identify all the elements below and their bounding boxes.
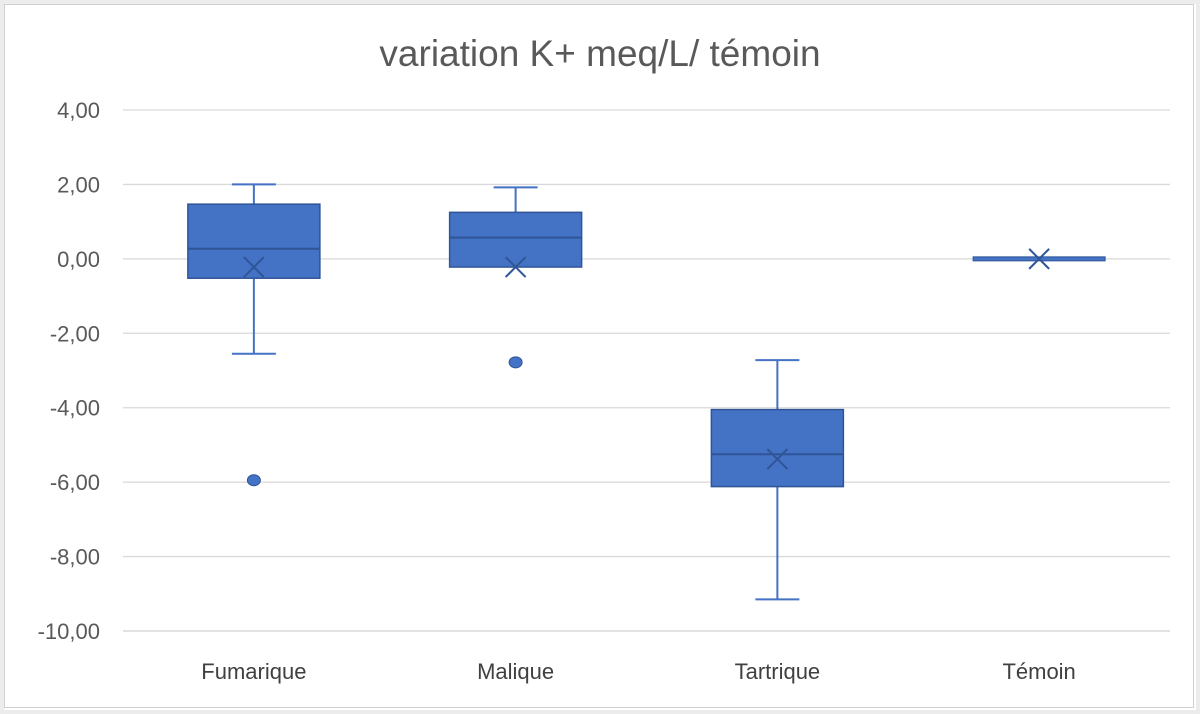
iqr-box <box>710 408 845 488</box>
y-axis-ticks: 4,00 2,00 0,00 -2,00 -4,00 -6,00 -8,00 -10,00 <box>38 98 100 644</box>
y-tick-label: 4,00 <box>57 98 100 123</box>
outlier-point <box>246 474 261 487</box>
y-tick-label: -6,00 <box>50 470 100 495</box>
outlier-point <box>508 356 523 369</box>
chart-title: variation K+ meq/L/ témoin <box>379 33 820 74</box>
chart-frame <box>4 4 1194 708</box>
x-category-label: Tartrique <box>735 659 821 684</box>
x-axis-labels: Fumarique Malique Tartrique Témoin <box>201 659 1076 684</box>
box-fumarique <box>187 183 321 487</box>
y-tick-label: 2,00 <box>57 172 100 197</box>
box-tartrique <box>710 359 845 601</box>
y-tick-label: -4,00 <box>50 396 100 421</box>
mean-marker <box>504 256 527 278</box>
boxes-layer <box>187 183 1106 601</box>
x-category-label: Malique <box>477 659 554 684</box>
mean-marker <box>1028 248 1050 270</box>
iqr-box <box>448 211 583 268</box>
y-tick-label: -2,00 <box>50 321 100 346</box>
box-témoin <box>972 248 1106 270</box>
y-tick-label: -8,00 <box>50 545 100 570</box>
mean-marker <box>766 448 789 470</box>
mean-marker <box>243 256 265 278</box>
grid-layer <box>123 109 1170 632</box>
x-category-label: Témoin <box>1002 659 1075 684</box>
box-malique <box>448 186 583 369</box>
y-tick-label: -10,00 <box>38 619 100 644</box>
y-tick-label: 0,00 <box>57 247 100 272</box>
x-category-label: Fumarique <box>201 659 306 684</box>
